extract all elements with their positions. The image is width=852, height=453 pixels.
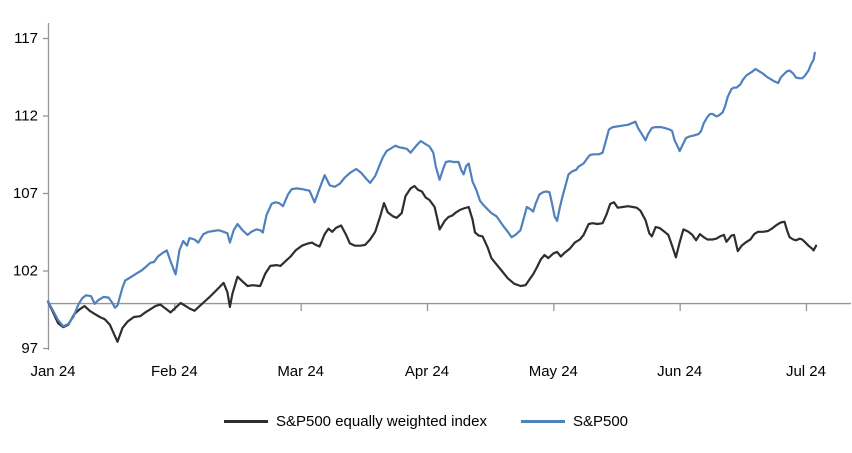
y-tick-label: 102: [13, 263, 38, 280]
chart-canvas: 97 102 107 112 117 Jan 24 Feb 24 Mar 24 Apr 24 Ma…: [13, 23, 851, 380]
legend-label: S&P500 equally weighted index: [275, 412, 487, 430]
series-line-sp500: [46, 51, 816, 328]
x-tick-label: Mar 24: [277, 363, 324, 380]
legend-line-swatch: [223, 419, 268, 423]
legend-label: S&P500: [572, 412, 629, 430]
legend: S&P500 equally weighted index S&P500: [0, 404, 852, 438]
legend-item-sp500: S&P500: [520, 412, 629, 430]
x-tick-label: Apr 24: [405, 363, 449, 380]
x-tick-label: Jun 24: [657, 363, 702, 380]
x-tick-label: May 24: [529, 363, 578, 380]
x-tick-label: Jul 24: [786, 363, 826, 380]
y-tick-label: 107: [13, 185, 38, 202]
y-tick-label: 117: [14, 30, 38, 47]
legend-item-equal-weighted: S&P500 equally weighted index: [223, 412, 487, 430]
legend-line-swatch: [520, 419, 565, 423]
x-tick-label: Jan 24: [30, 363, 75, 380]
y-tick-label: 112: [14, 108, 38, 125]
series-line-equal-weighted: [46, 184, 818, 343]
y-tick-label: 97: [21, 340, 38, 357]
x-tick-label: Feb 24: [151, 363, 198, 380]
